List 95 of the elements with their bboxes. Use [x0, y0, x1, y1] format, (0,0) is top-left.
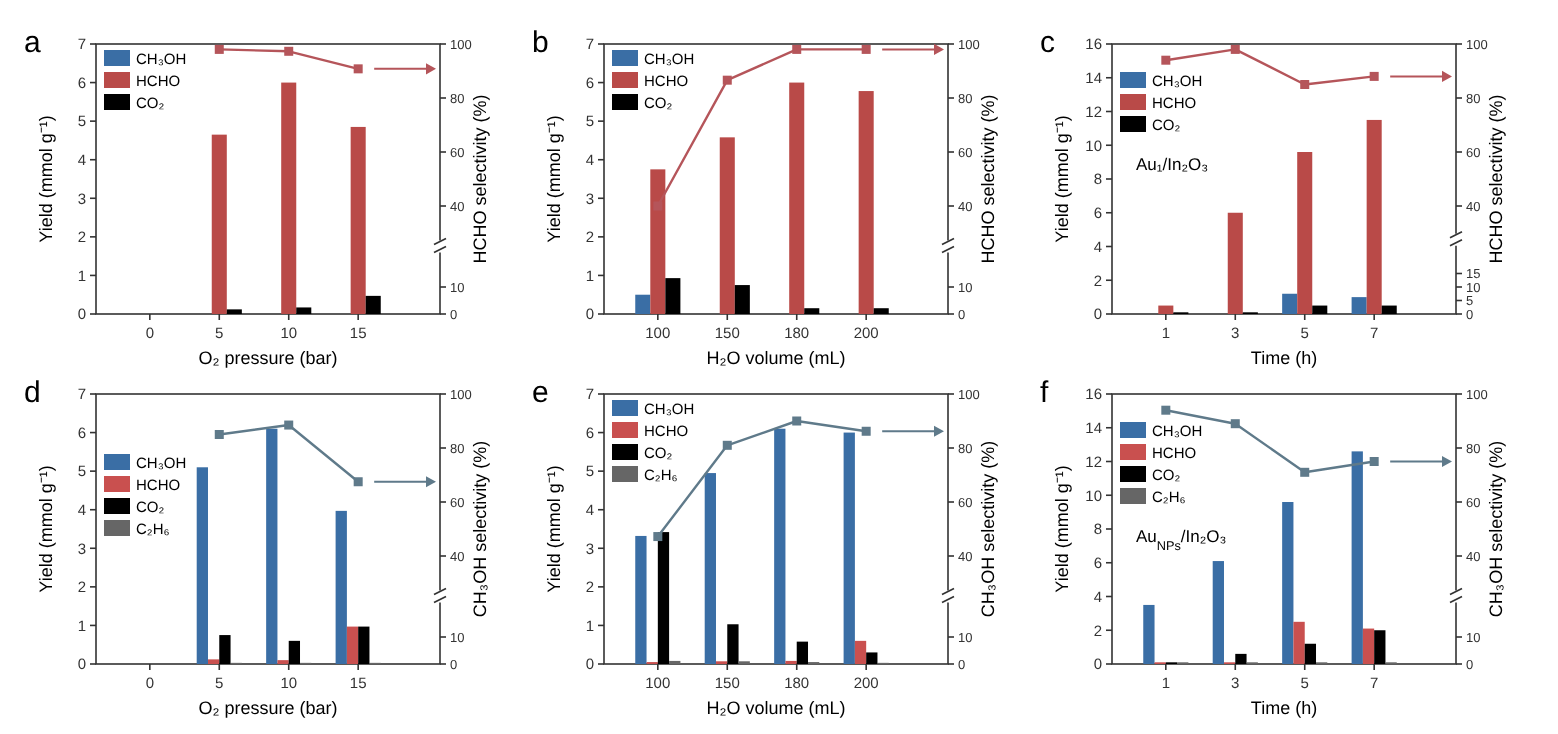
bar — [843, 432, 855, 664]
point — [792, 44, 802, 54]
annotation: Au$_{NPs}$/In₂O₃ — [1136, 526, 1227, 553]
chart-title: c — [1040, 26, 1056, 60]
point — [214, 44, 224, 54]
y-axis-title: Yield (mmol g⁻¹) — [1052, 465, 1072, 593]
bar — [1362, 628, 1375, 664]
bar — [804, 308, 820, 314]
bar — [1304, 643, 1317, 664]
bar — [1293, 621, 1305, 664]
x-axis-title: Time (h) — [1250, 698, 1318, 718]
bar — [1212, 561, 1224, 664]
bar — [196, 467, 208, 664]
point — [1230, 419, 1240, 429]
bar — [335, 510, 347, 664]
point — [653, 532, 663, 542]
point — [722, 440, 732, 450]
bar — [1366, 119, 1382, 314]
bar — [1282, 293, 1298, 314]
chart-title: b — [532, 26, 549, 60]
bar — [727, 624, 739, 664]
bar — [1351, 451, 1363, 664]
bar — [1143, 604, 1155, 664]
point — [284, 420, 294, 430]
bar — [1227, 212, 1243, 314]
y2-axis-title: HCHO selectivity (%) — [470, 94, 490, 264]
bar — [873, 308, 889, 314]
bar — [665, 278, 681, 314]
point — [861, 44, 871, 54]
point — [1161, 405, 1171, 415]
y2-axis-title: CH₃OH selectivity (%) — [978, 440, 998, 618]
bar — [1312, 305, 1328, 314]
bar — [358, 626, 370, 664]
point — [284, 46, 294, 56]
x-axis-title: Time (h) — [1250, 348, 1318, 368]
bar — [1297, 152, 1313, 314]
x-axis-title: H₂O volume (mL) — [706, 348, 846, 368]
y2-axis-title: HCHO selectivity (%) — [1486, 94, 1506, 264]
y-axis-title: Yield (mmol g⁻¹) — [544, 465, 564, 593]
bar — [1158, 305, 1174, 314]
bar — [1351, 297, 1367, 314]
chart-title: a — [24, 26, 42, 60]
bar — [796, 641, 809, 664]
x-axis-title: O₂ pressure (bar) — [198, 698, 338, 718]
bar — [719, 137, 735, 314]
x-axis-title: H₂O volume (mL) — [706, 698, 846, 718]
bar — [789, 82, 805, 314]
point — [353, 477, 363, 487]
point — [1369, 71, 1379, 81]
bar — [774, 428, 786, 664]
bar — [1235, 653, 1247, 664]
annotation: Au₁/In₂O₃ — [1136, 154, 1209, 174]
bar — [266, 428, 278, 664]
bar — [866, 652, 878, 664]
point — [1230, 44, 1240, 54]
y-axis-title: Yield (mmol g⁻¹) — [36, 465, 56, 593]
point — [1161, 55, 1171, 65]
bar — [296, 307, 312, 314]
point — [214, 430, 224, 439]
chart-title: d — [24, 376, 41, 410]
chart-title: e — [532, 376, 549, 410]
point — [653, 201, 663, 211]
y2-axis-title: HCHO selectivity (%) — [978, 94, 998, 264]
chart-title: f — [1040, 376, 1050, 410]
bar — [219, 635, 231, 664]
bar — [1282, 502, 1294, 664]
bar — [635, 535, 647, 664]
point — [861, 426, 871, 436]
y2-axis-title: CH₃OH selectivity (%) — [470, 440, 490, 618]
point — [1369, 457, 1379, 466]
bar — [854, 640, 867, 664]
y2-axis-title: CH₃OH selectivity (%) — [1486, 440, 1506, 618]
point — [1300, 80, 1310, 89]
bar — [858, 91, 874, 314]
point — [722, 75, 732, 85]
bar — [635, 294, 651, 314]
bar — [346, 626, 359, 664]
bar — [1381, 305, 1397, 314]
point — [1300, 467, 1310, 477]
x-axis-title: O₂ pressure (bar) — [198, 348, 338, 368]
bar — [734, 285, 750, 314]
bar — [350, 126, 366, 314]
y-axis-title: Yield (mmol g⁻¹) — [36, 115, 56, 243]
bar — [281, 82, 297, 314]
bar — [365, 295, 381, 314]
bar — [288, 640, 301, 664]
point — [792, 416, 802, 426]
bar — [1374, 630, 1386, 664]
bar — [650, 169, 666, 314]
y-axis-title: Yield (mmol g⁻¹) — [1052, 115, 1072, 243]
point — [353, 64, 363, 74]
y-axis-title: Yield (mmol g⁻¹) — [544, 115, 564, 243]
bar — [657, 532, 670, 664]
bar — [211, 134, 227, 314]
bar — [704, 473, 716, 664]
